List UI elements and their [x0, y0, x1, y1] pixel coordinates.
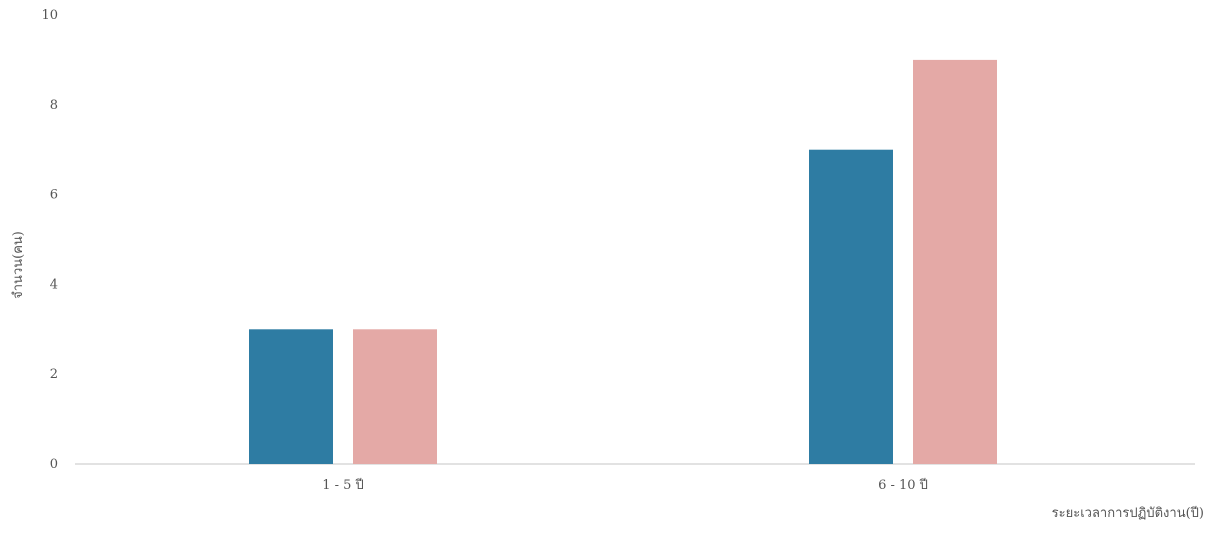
- y-tick-label: 8: [50, 98, 58, 113]
- y-tick-label: 0: [50, 457, 58, 472]
- bar-series-2-2: [913, 59, 997, 465]
- bar-series-1-2: [809, 149, 893, 464]
- x-tick-label: 6 - 10 ปี: [878, 477, 928, 493]
- x-tick-label: 1 - 5 ปี: [322, 477, 364, 493]
- y-axis-title: จำนวน(คน): [11, 231, 26, 299]
- bars: [249, 59, 997, 465]
- y-tick-label: 10: [41, 8, 58, 23]
- x-axis-ticks: 1 - 5 ปี 6 - 10 ปี: [322, 477, 928, 493]
- y-axis-ticks: 0 2 4 6 8 10: [41, 8, 58, 472]
- x-axis-title: ระยะเวลาการปฏิบัติงาน(ปี): [1052, 505, 1204, 521]
- y-tick-label: 2: [50, 367, 58, 382]
- y-tick-label: 6: [50, 188, 58, 203]
- bar-series-2-1: [353, 329, 437, 464]
- y-tick-label: 4: [50, 277, 58, 292]
- bar-series-1-1: [249, 329, 333, 464]
